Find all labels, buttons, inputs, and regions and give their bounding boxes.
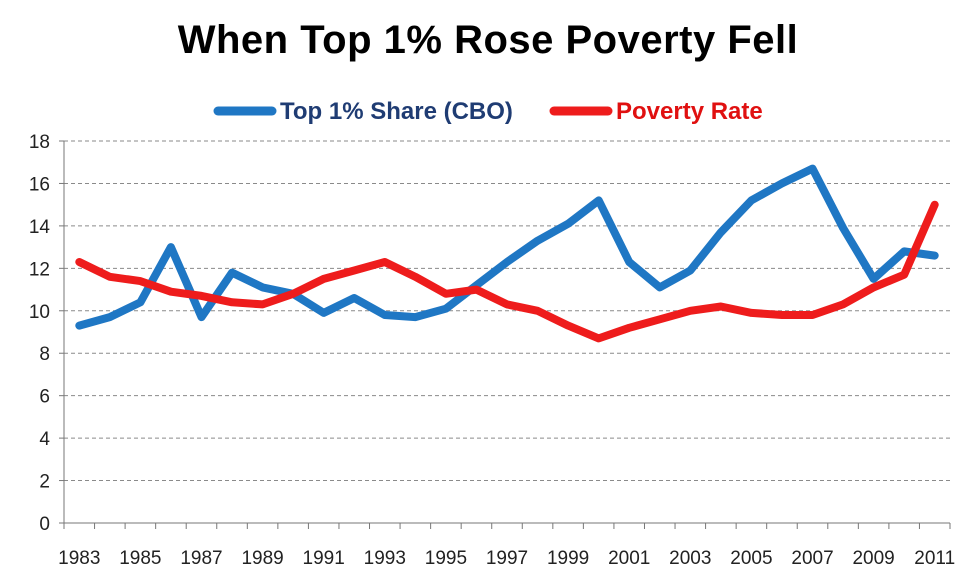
x-axis-tick-labels: 1983 1985 1987 1989 1991 1993 1995 1997 1999 2001… — [58, 548, 955, 569]
x-tick-label: 2011 — [914, 548, 955, 569]
x-tick-label: 2007 — [791, 548, 833, 569]
x-tick-label: 2009 — [852, 548, 894, 569]
legend-label-poverty-rate: Poverty Rate — [616, 98, 763, 125]
y-tick-label: 2 — [39, 472, 50, 493]
y-tick-label: 18 — [29, 132, 50, 153]
y-tick-label: 14 — [29, 217, 51, 238]
y-tick-label: 0 — [39, 514, 50, 535]
x-tick-label: 1991 — [303, 548, 345, 569]
x-tick-label: 1985 — [119, 548, 161, 569]
x-tick-label: 1995 — [425, 548, 467, 569]
x-tick-label: 1999 — [547, 548, 589, 569]
y-tick-label: 8 — [39, 344, 50, 365]
x-tick-label: 2005 — [730, 548, 772, 569]
legend: Top 1% Share (CBO) Poverty Rate — [213, 98, 763, 125]
y-tick-label: 4 — [39, 429, 50, 450]
x-tick-label: 1987 — [180, 548, 222, 569]
y-tick-label: 16 — [29, 174, 50, 195]
y-tick-label: 12 — [29, 259, 50, 280]
y-tick-label: 10 — [29, 302, 50, 323]
y-axis-tick-labels: 0 2 4 6 8 10 12 14 16 18 — [29, 132, 51, 535]
x-tick-label: 1983 — [58, 548, 100, 569]
x-tick-label: 2001 — [608, 548, 650, 569]
x-tick-label: 1997 — [486, 548, 528, 569]
legend-label-top-1-share: Top 1% Share (CBO) — [280, 98, 513, 125]
x-tick-label: 1993 — [364, 548, 406, 569]
series-line-top-1-share — [75, 164, 939, 330]
axes — [59, 140, 951, 529]
x-tick-label: 2003 — [669, 548, 711, 569]
y-tick-label: 6 — [39, 387, 50, 408]
chart-title: When Top 1% Rose Poverty Fell — [177, 18, 799, 62]
series-lines — [75, 164, 939, 343]
series-line-poverty-rate — [75, 200, 939, 343]
x-tick-label: 1989 — [241, 548, 283, 569]
gridlines — [64, 140, 950, 482]
